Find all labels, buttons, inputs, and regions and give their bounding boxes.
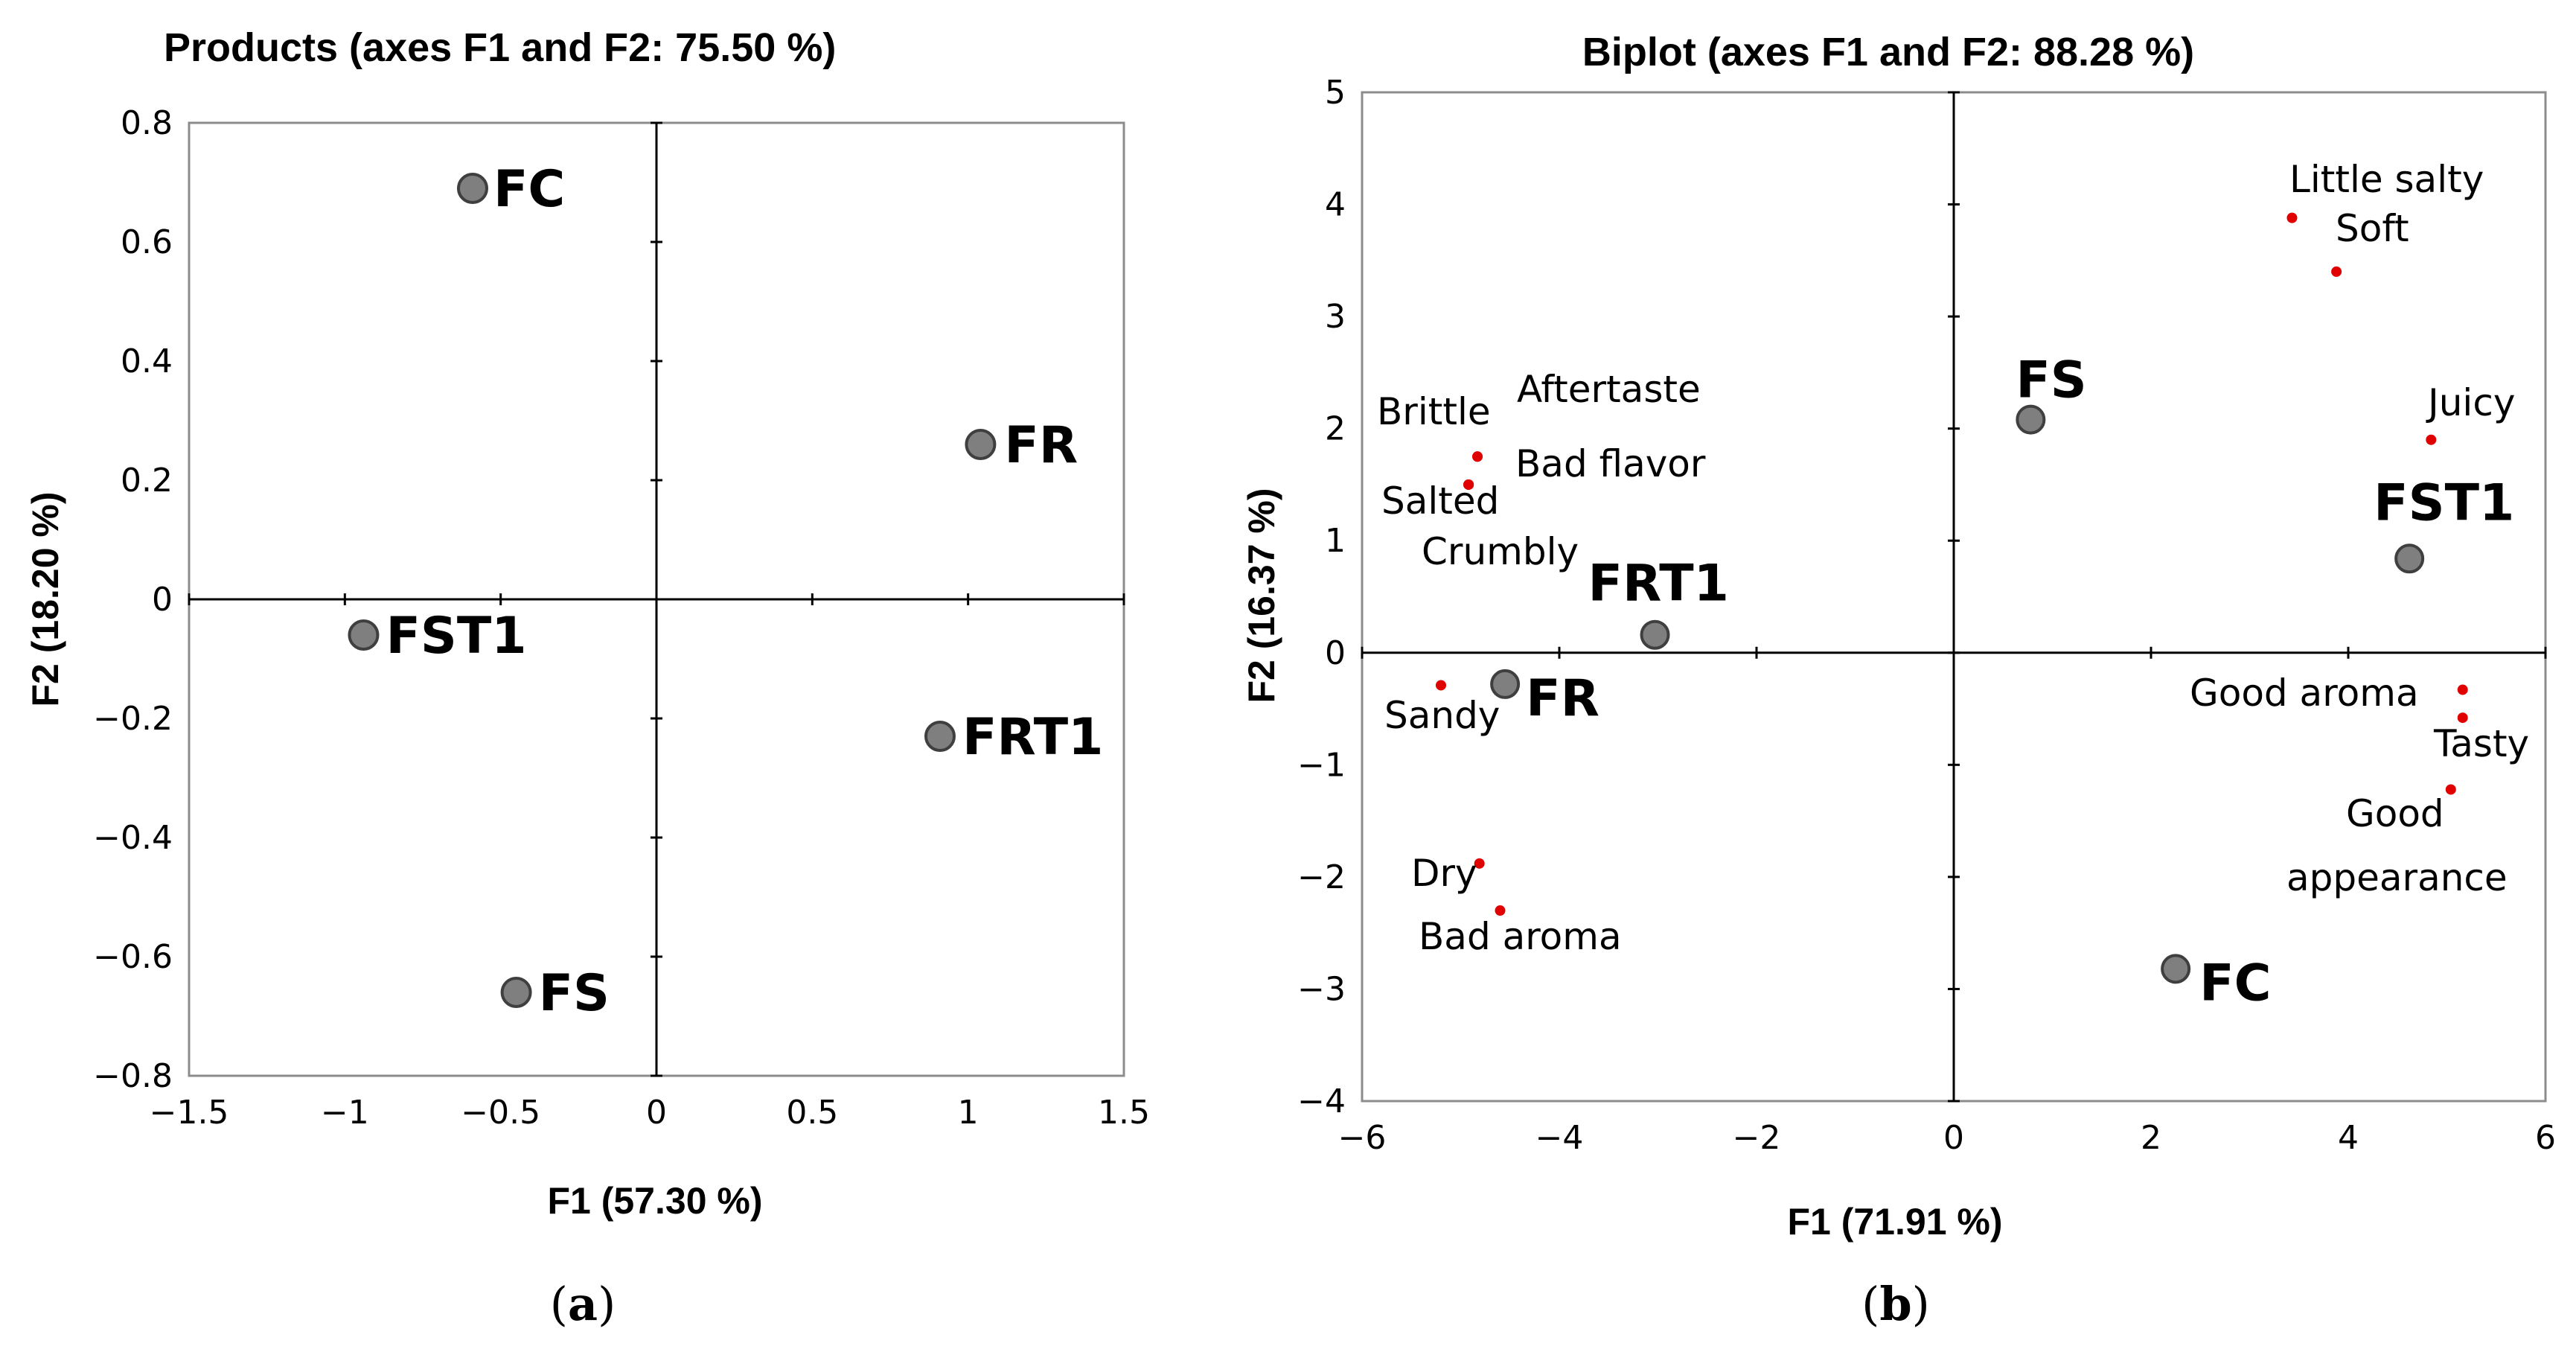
y-tick-label: −0.2 bbox=[93, 700, 173, 738]
product-point bbox=[456, 173, 488, 204]
caption-open-paren: ( bbox=[1861, 1277, 1879, 1331]
product-point bbox=[2016, 404, 2046, 435]
variable-dot bbox=[1495, 905, 1506, 916]
y-tick-label: 5 bbox=[1325, 74, 1346, 112]
y-tick-label: 1 bbox=[1325, 522, 1346, 560]
y-tick-label: −3 bbox=[1297, 970, 1346, 1008]
variable-label: Salted bbox=[1381, 479, 1499, 523]
product-point bbox=[965, 429, 997, 460]
x-axis-label: F1 (57.30 %) bbox=[547, 1180, 762, 1222]
caption-close-paren: ) bbox=[598, 1277, 616, 1331]
chart-title: Biplot (axes F1 and F2: 88.28 %) bbox=[1582, 30, 2194, 74]
x-tick-label: −0.5 bbox=[461, 1094, 540, 1132]
variable-label: Dry bbox=[1411, 852, 1477, 895]
chart-title: Products (axes F1 and F2: 75.50 %) bbox=[164, 25, 836, 70]
x-tick-label: −4 bbox=[1535, 1119, 1584, 1157]
variable-label: Aftertaste bbox=[1517, 368, 1701, 411]
product-point bbox=[924, 721, 956, 752]
y-tick-label: 4 bbox=[1325, 186, 1346, 224]
variable-label: appearance bbox=[2286, 856, 2508, 899]
product-point bbox=[2394, 543, 2425, 574]
x-tick-label: −1.5 bbox=[150, 1094, 229, 1132]
variable-dot bbox=[2286, 212, 2298, 223]
x-tick-label: −1 bbox=[321, 1094, 369, 1132]
product-label: FST1 bbox=[386, 607, 526, 666]
variable-label: Juicy bbox=[2426, 381, 2515, 424]
variable-dot bbox=[1463, 479, 1474, 490]
y-tick-label: −0.6 bbox=[93, 938, 173, 976]
caption-open-paren: ( bbox=[550, 1277, 568, 1331]
variable-label: Bad aroma bbox=[1419, 915, 1622, 958]
variable-label: Good bbox=[2346, 792, 2444, 835]
y-tick-label: −0.8 bbox=[93, 1057, 173, 1095]
product-label: FR bbox=[1526, 669, 1599, 728]
y-tick-label: 0.6 bbox=[121, 223, 173, 261]
chart-panel-a: Products (axes F1 and F2: 75.50 %) −1.5 −1… bbox=[25, 25, 1150, 1331]
y-tick-label: −0.4 bbox=[93, 819, 173, 857]
product-point bbox=[2161, 954, 2191, 984]
variable-label: Good aroma bbox=[2190, 672, 2419, 715]
product-label: FC bbox=[2199, 954, 2271, 1012]
y-tick-label: 2 bbox=[1325, 410, 1346, 448]
variable-dot bbox=[1474, 858, 1485, 869]
caption-close-paren: ) bbox=[1912, 1277, 1930, 1331]
panel-caption: (b) bbox=[1861, 1277, 1930, 1331]
product-label: FR bbox=[1004, 416, 1078, 475]
variable-dot bbox=[1436, 680, 1446, 691]
chart-panel-b: Biplot (axes F1 and F2: 88.28 %)−6 −4 −2 0 2… bbox=[1241, 30, 2556, 1331]
x-tick-label: 0.5 bbox=[786, 1094, 838, 1132]
variable-dot bbox=[2445, 784, 2456, 795]
variable-label: Tasty bbox=[2433, 722, 2529, 765]
x-tick-label: 6 bbox=[2535, 1119, 2556, 1157]
y-axis-label: F2 (18.20 %) bbox=[25, 491, 66, 707]
y-axis-label: F2 (16.37 %) bbox=[1241, 488, 1282, 703]
product-label: FS bbox=[2016, 351, 2086, 410]
y-tick-label: 0.4 bbox=[121, 342, 173, 380]
product-label: FST1 bbox=[2374, 473, 2514, 532]
variable-dot bbox=[1472, 451, 1483, 462]
x-axis-label: F1 (71.91 %) bbox=[1787, 1201, 2002, 1243]
y-tick-label: 0.8 bbox=[121, 104, 173, 142]
caption-letter: a bbox=[568, 1277, 598, 1331]
product-point bbox=[348, 619, 380, 651]
y-tick-label: 0 bbox=[1325, 634, 1346, 672]
x-tick-label: 1.5 bbox=[1098, 1094, 1150, 1132]
variable-dot bbox=[2426, 434, 2437, 445]
x-tick-label: 0 bbox=[646, 1094, 667, 1132]
variable-label: Little salty bbox=[2289, 158, 2484, 201]
caption-letter: b bbox=[1879, 1277, 1911, 1331]
product-label: FRT1 bbox=[1588, 555, 1729, 613]
y-tick-label: 3 bbox=[1325, 298, 1346, 336]
variable-dot bbox=[2331, 266, 2342, 277]
x-tick-label: −2 bbox=[1733, 1119, 1781, 1157]
panel-caption: (a) bbox=[550, 1277, 616, 1331]
variable-label: Brittle bbox=[1377, 390, 1491, 433]
y-tick-label: −2 bbox=[1297, 858, 1346, 896]
y-tick-label: −1 bbox=[1297, 746, 1346, 784]
variable-dot bbox=[2457, 712, 2468, 724]
product-label: FRT1 bbox=[962, 708, 1103, 767]
variable-label: Soft bbox=[2336, 207, 2409, 250]
y-tick-label: 0 bbox=[152, 581, 173, 619]
x-tick-label: 1 bbox=[958, 1094, 979, 1132]
variable-label: Bad flavor bbox=[1515, 442, 1706, 485]
product-label: FC bbox=[493, 160, 565, 219]
product-label: FS bbox=[539, 964, 610, 1023]
x-tick-label: 4 bbox=[2338, 1119, 2359, 1157]
y-tick-label: −4 bbox=[1297, 1082, 1346, 1120]
x-tick-label: −6 bbox=[1338, 1119, 1387, 1157]
product-point bbox=[500, 977, 532, 1008]
variable-label: Sandy bbox=[1384, 694, 1500, 737]
variable-dot bbox=[2457, 684, 2468, 695]
variable-label: Crumbly bbox=[1422, 530, 1579, 573]
product-point bbox=[1640, 619, 1670, 650]
y-tick-label: 0.2 bbox=[121, 462, 173, 500]
x-tick-label: 2 bbox=[2141, 1119, 2161, 1157]
x-tick-label: 0 bbox=[1943, 1119, 1964, 1157]
product-point bbox=[1490, 669, 1521, 699]
